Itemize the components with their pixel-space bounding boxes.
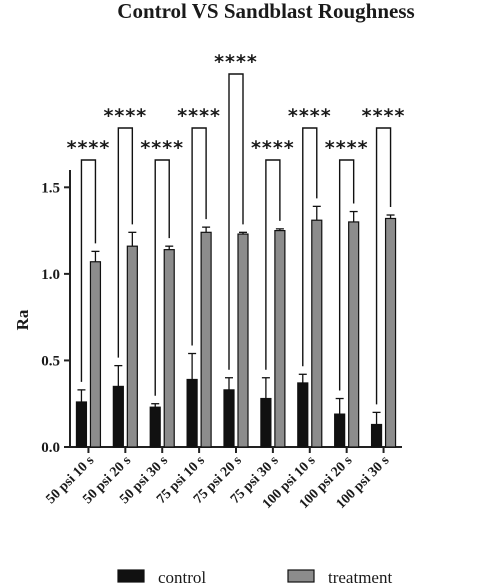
legend-label-treatment: treatment xyxy=(328,568,392,587)
significance-label-6: **** xyxy=(288,105,332,127)
significance-label-7: **** xyxy=(325,137,369,159)
chart-title: Control VS Sandblast Roughness xyxy=(117,0,414,23)
legend-swatch-treatment xyxy=(287,569,315,583)
bar-control-7 xyxy=(334,413,346,448)
significance-bracket-5 xyxy=(265,159,281,370)
legend-label-control: control xyxy=(158,568,206,587)
significance-label-1: **** xyxy=(103,105,147,127)
bar-treatment-1 xyxy=(126,245,138,448)
significance-label-2: **** xyxy=(140,137,184,159)
bars xyxy=(75,205,397,448)
y-tick-label: 0.5 xyxy=(41,353,60,369)
axes: 0.0 0.5 1.0 1.5 xyxy=(41,170,402,456)
bar-treatment-8 xyxy=(384,217,397,448)
significance-annotations: **** **** **** **** **** **** **** **** **** xyxy=(67,51,406,405)
significance-label-4: **** xyxy=(214,51,258,73)
y-axis-label: Ra xyxy=(13,309,32,330)
bar-control-2 xyxy=(149,406,161,448)
bar-treatment-2 xyxy=(163,249,175,448)
bar-control-3 xyxy=(186,378,198,448)
significance-bracket-0 xyxy=(80,159,97,382)
bar-treatment-4 xyxy=(237,233,249,448)
x-tick-labels: 50 psi 10 s50 psi 20 s50 psi 30 s75 psi … xyxy=(43,453,392,512)
significance-bracket-1 xyxy=(117,127,134,358)
y-tick-label: 0.0 xyxy=(41,440,60,456)
significance-label-3: **** xyxy=(177,105,221,127)
bar-treatment-7 xyxy=(348,221,360,448)
significance-bracket-2 xyxy=(154,159,170,396)
significance-bracket-4 xyxy=(228,73,244,370)
legend-swatch-control xyxy=(117,569,145,583)
significance-bracket-6 xyxy=(302,127,318,367)
bar-control-1 xyxy=(112,385,124,448)
legend: control treatment xyxy=(117,568,392,587)
bar-control-0 xyxy=(75,401,88,448)
bar-control-4 xyxy=(223,389,235,448)
bar-treatment-0 xyxy=(89,261,102,448)
significance-label-0: **** xyxy=(67,137,111,159)
significance-label-8: **** xyxy=(362,105,406,127)
significance-bracket-8 xyxy=(375,127,392,405)
bar-control-6 xyxy=(297,382,309,448)
significance-bracket-7 xyxy=(338,159,355,391)
bar-treatment-5 xyxy=(274,229,286,448)
bar-control-8 xyxy=(370,423,383,448)
bar-control-5 xyxy=(260,397,272,448)
bar-treatment-6 xyxy=(311,219,323,448)
y-tick-label: 1.0 xyxy=(41,267,60,283)
bar-treatment-3 xyxy=(200,231,212,448)
significance-bracket-3 xyxy=(191,127,207,346)
significance-label-5: **** xyxy=(251,137,295,159)
y-tick-label: 1.5 xyxy=(41,180,60,196)
